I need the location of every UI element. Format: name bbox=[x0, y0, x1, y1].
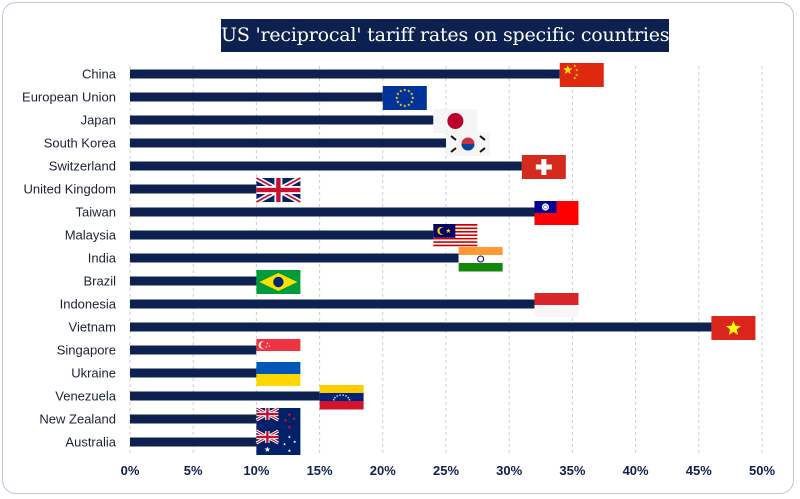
bar bbox=[130, 161, 522, 171]
venezuela-flag bbox=[319, 385, 364, 410]
category-label: Taiwan bbox=[76, 205, 116, 220]
bar bbox=[130, 138, 446, 148]
category-label: Ukraine bbox=[71, 366, 116, 381]
vietnam-flag bbox=[711, 316, 756, 340]
japan-flag bbox=[433, 109, 478, 133]
ukraine-flag bbox=[256, 362, 301, 386]
x-tick-label: 0% bbox=[121, 463, 140, 478]
x-tick-label: 45% bbox=[686, 463, 712, 478]
bar bbox=[130, 253, 459, 263]
bar bbox=[130, 437, 257, 447]
china-flag bbox=[559, 63, 604, 87]
category-label: Indonesia bbox=[60, 297, 117, 312]
category-label: Australia bbox=[65, 435, 116, 450]
australia-flag bbox=[255, 429, 301, 455]
chart-title: US 'reciprocal' tariff rates on specific… bbox=[221, 19, 670, 52]
category-label: Vietnam bbox=[69, 320, 116, 335]
x-tick-label: 50% bbox=[749, 463, 775, 478]
bar bbox=[130, 414, 257, 424]
switzerland-flag bbox=[521, 155, 566, 179]
taiwan-flag bbox=[534, 201, 579, 225]
category-label: New Zealand bbox=[39, 412, 116, 427]
x-tick-label: 10% bbox=[243, 463, 269, 478]
malaysia-flag bbox=[433, 224, 478, 248]
x-tick-label: 35% bbox=[559, 463, 585, 478]
bar bbox=[130, 69, 560, 79]
category-label: Japan bbox=[81, 113, 116, 128]
indonesia-flag bbox=[534, 293, 579, 317]
category-label: Venezuela bbox=[55, 389, 116, 404]
south-korea-flag bbox=[446, 132, 490, 156]
x-tick-label: 40% bbox=[623, 463, 649, 478]
eu-flag bbox=[382, 86, 427, 110]
category-label: India bbox=[88, 251, 117, 266]
chart-frame bbox=[2, 2, 794, 494]
bar bbox=[130, 322, 712, 332]
category-label: European Union bbox=[22, 90, 116, 105]
x-tick-label: 15% bbox=[307, 463, 333, 478]
x-tick-label: 30% bbox=[496, 463, 522, 478]
uk-flag bbox=[255, 175, 302, 205]
bar bbox=[130, 345, 257, 355]
bar bbox=[130, 230, 434, 240]
category-label: Switzerland bbox=[49, 159, 116, 174]
new-zealand-flag bbox=[255, 406, 301, 432]
x-tick-label: 25% bbox=[433, 463, 459, 478]
india-flag bbox=[458, 247, 503, 272]
category-label: China bbox=[82, 67, 117, 82]
bar bbox=[130, 276, 257, 286]
bar bbox=[130, 299, 535, 309]
bar bbox=[130, 391, 320, 401]
bar bbox=[130, 92, 383, 102]
x-tick-label: 20% bbox=[370, 463, 396, 478]
x-tick-label: 5% bbox=[184, 463, 203, 478]
category-label: Malaysia bbox=[65, 228, 117, 243]
singapore-flag bbox=[256, 339, 301, 363]
brazil-flag bbox=[256, 270, 301, 294]
category-label: Singapore bbox=[57, 343, 116, 358]
category-label: Brazil bbox=[83, 274, 116, 289]
category-label: United Kingdom bbox=[24, 182, 117, 197]
bar bbox=[130, 207, 535, 217]
bar bbox=[130, 115, 434, 125]
bar bbox=[130, 184, 257, 194]
category-label: South Korea bbox=[44, 136, 117, 151]
bar bbox=[130, 368, 257, 378]
